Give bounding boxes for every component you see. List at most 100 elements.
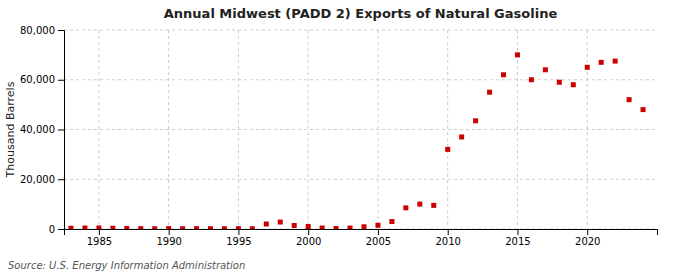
grid-line — [587, 30, 588, 229]
tick-mark — [58, 30, 64, 31]
tick: 1990 — [156, 229, 181, 247]
x-axis: 1985 1990 1995 2000 2005 2010 2015 2020 — [65, 229, 658, 247]
point — [180, 226, 185, 229]
point — [194, 226, 199, 229]
point — [138, 226, 143, 229]
tick-label: 2000 — [296, 236, 321, 247]
point — [306, 224, 311, 229]
point — [236, 226, 241, 229]
tick-label: 0 — [49, 224, 55, 235]
tick-mark — [378, 229, 379, 235]
point — [431, 203, 436, 208]
point — [557, 80, 562, 85]
point — [529, 77, 534, 82]
point — [264, 222, 269, 227]
tick-label: 1995 — [226, 236, 251, 247]
tick-mark — [58, 179, 64, 180]
tick-label: 80,000 — [20, 25, 55, 36]
y-axis-title: Thousand Barrels — [4, 81, 17, 178]
point — [152, 226, 157, 229]
tick: 60,000 — [20, 74, 64, 85]
point — [320, 226, 325, 229]
point — [599, 60, 604, 65]
point — [82, 226, 87, 229]
point — [124, 226, 129, 229]
plot-area: 1985 1990 1995 2000 2005 2010 2015 2020 0 20,000 4… — [20, 25, 658, 247]
grid-line — [308, 30, 309, 229]
point — [375, 223, 380, 228]
tick: 1985 — [87, 229, 112, 247]
point — [613, 59, 618, 64]
tick-label: 1990 — [156, 236, 181, 247]
point — [473, 118, 478, 123]
tick-label: 2015 — [505, 236, 530, 247]
grid — [64, 30, 657, 229]
tick-label: 20,000 — [20, 174, 55, 185]
grid-line — [64, 79, 657, 80]
grid-line — [168, 30, 169, 229]
tick-mark — [448, 229, 449, 235]
point — [68, 226, 73, 229]
tick-mark — [58, 229, 64, 230]
tick: 1995 — [226, 229, 251, 247]
axis-line — [65, 230, 658, 236]
source: Source: U.S. Energy Information Administ… — [8, 260, 245, 271]
point — [487, 90, 492, 95]
tick: 2000 — [296, 229, 321, 247]
grid-line — [64, 179, 657, 180]
point — [361, 224, 366, 229]
tick-mark — [308, 229, 309, 235]
tick-mark — [58, 130, 64, 131]
point — [403, 205, 408, 210]
tick-label: 40,000 — [20, 124, 55, 135]
point — [515, 52, 520, 57]
tick: 0 — [49, 224, 64, 235]
point — [222, 226, 227, 229]
point — [417, 202, 422, 207]
tick-mark — [99, 229, 100, 235]
point — [292, 223, 297, 228]
tick: 2015 — [505, 229, 530, 247]
tick-mark — [587, 229, 588, 235]
grid-line — [64, 30, 657, 31]
grid-line — [238, 30, 239, 229]
point — [641, 107, 646, 112]
tick-label: 60,000 — [20, 74, 55, 85]
tick-mark — [169, 229, 170, 235]
point — [110, 226, 115, 229]
point — [348, 226, 353, 229]
point — [459, 134, 464, 139]
y-axis: 0 20,000 40,000 60,000 80,000 — [20, 25, 65, 235]
tick: 40,000 — [20, 124, 64, 135]
point — [571, 82, 576, 87]
tick-mark — [517, 229, 518, 235]
point — [627, 97, 632, 102]
point — [334, 226, 339, 229]
tick-label: 2005 — [366, 236, 391, 247]
tick-label: 2020 — [575, 236, 600, 247]
point — [501, 72, 506, 77]
title: Annual Midwest (PADD 2) Exports of Natur… — [164, 6, 558, 21]
grid-line — [98, 30, 99, 229]
tick-mark — [238, 229, 239, 235]
grid-line — [377, 30, 378, 229]
tick: 20,000 — [20, 174, 64, 185]
chart: 1985 1990 1995 2000 2005 2010 2015 2020 0 20,000 4… — [0, 0, 675, 275]
tick: 80,000 — [20, 25, 64, 36]
tick-mark — [58, 80, 64, 81]
grid-line — [517, 30, 518, 229]
point — [166, 226, 171, 229]
point — [208, 226, 213, 229]
tick-label: 1985 — [87, 236, 112, 247]
point — [96, 226, 101, 229]
point — [445, 147, 450, 152]
axis-line — [58, 31, 65, 230]
points — [68, 52, 645, 229]
point — [389, 219, 394, 224]
tick-label: 2010 — [435, 236, 460, 247]
point — [250, 226, 255, 229]
grid-line — [447, 30, 448, 229]
tick: 2010 — [435, 229, 460, 247]
point — [585, 65, 590, 70]
point — [543, 67, 548, 72]
